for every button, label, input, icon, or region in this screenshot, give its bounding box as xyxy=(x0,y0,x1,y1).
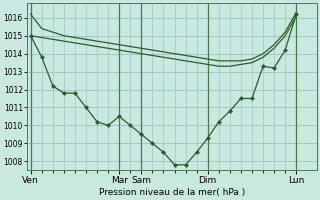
X-axis label: Pression niveau de la mer( hPa ): Pression niveau de la mer( hPa ) xyxy=(99,188,245,197)
